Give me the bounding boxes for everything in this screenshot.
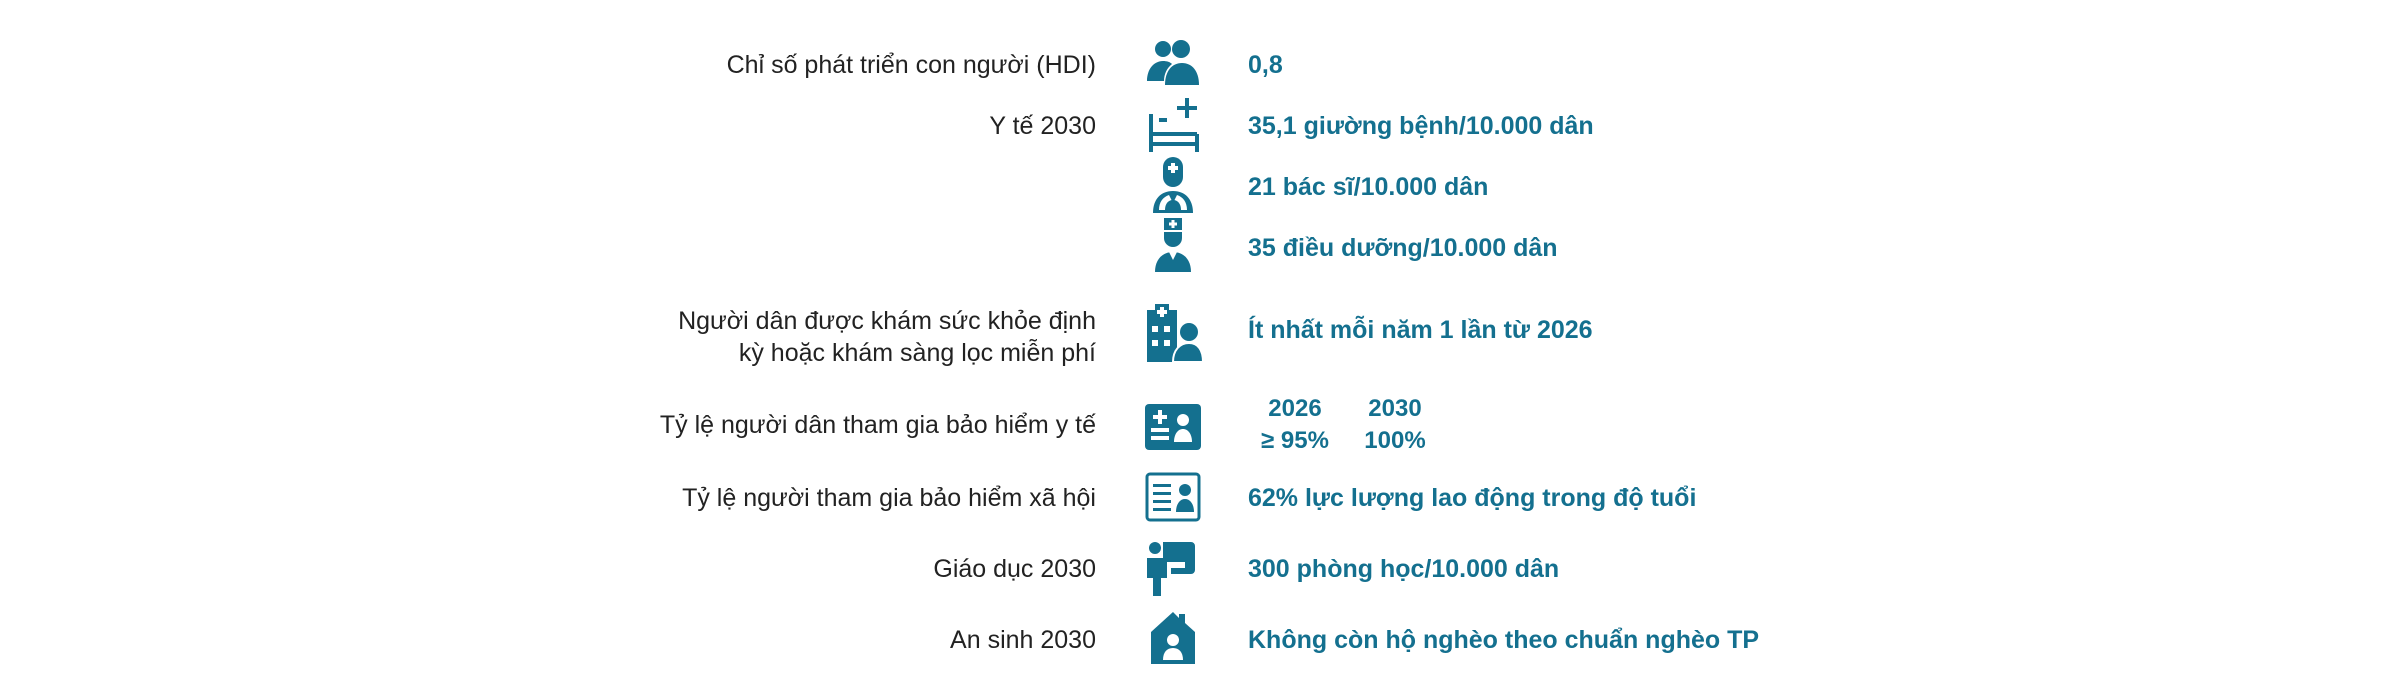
doctors-value: 21 bác sĩ/10.000 dân — [1248, 173, 1489, 201]
people-icon — [1143, 33, 1203, 93]
education-value: 300 phòng học/10.000 dân — [1248, 555, 1560, 583]
health-insurance-values: 2026 2030 ≥ 95% 100% — [1250, 395, 1450, 455]
beds-value: 35,1 giường bệnh/10.000 dân — [1248, 112, 1594, 140]
checkup-label: Người dân được khám sức khỏe định kỳ hoặ… — [678, 305, 1096, 369]
welfare-label: An sinh 2030 — [950, 626, 1096, 654]
year-2026: 2026 — [1268, 395, 1322, 422]
health-insurance-card-icon — [1143, 396, 1203, 456]
value-2026: ≥ 95% — [1261, 427, 1329, 454]
hospital-bed-icon — [1143, 94, 1203, 154]
hdi-label: Chỉ số phát triển con người (HDI) — [726, 51, 1096, 79]
checkup-label-line2: kỳ hoặc khám sàng lọc miễn phí — [738, 339, 1096, 367]
health-insurance-label: Tỷ lệ người dân tham gia bảo hiểm y tế — [659, 411, 1096, 439]
doctor-icon — [1143, 155, 1203, 215]
nurses-value: 35 điều dưỡng/10.000 dân — [1248, 234, 1558, 262]
id-card-icon — [1143, 468, 1203, 528]
hospital-person-icon — [1143, 302, 1203, 362]
health-label: Y tế 2030 — [989, 112, 1096, 140]
year-2030: 2030 — [1368, 395, 1422, 422]
education-label: Giáo dục 2030 — [933, 555, 1096, 583]
social-insurance-label: Tỷ lệ người tham gia bảo hiểm xã hội — [682, 484, 1096, 512]
house-person-icon — [1143, 608, 1203, 668]
social-insurance-value: 62% lực lượng lao động trong độ tuổi — [1248, 484, 1697, 512]
hdi-value: 0,8 — [1248, 51, 1283, 79]
welfare-value: Không còn hộ nghèo theo chuẩn nghèo TP — [1248, 626, 1760, 654]
checkup-label-line1: Người dân được khám sức khỏe định — [678, 307, 1096, 335]
teacher-board-icon — [1143, 538, 1203, 598]
nurse-icon — [1143, 214, 1203, 274]
value-2030: 100% — [1364, 427, 1426, 454]
checkup-value: Ít nhất mỗi năm 1 lần từ 2026 — [1248, 316, 1593, 344]
